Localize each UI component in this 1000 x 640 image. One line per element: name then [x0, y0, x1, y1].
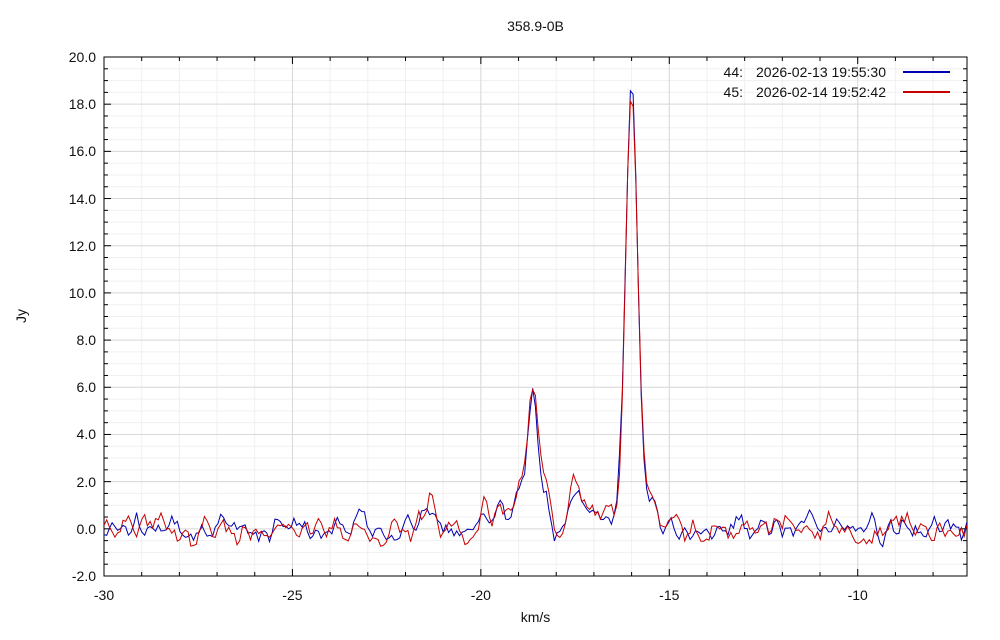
x-tick-label: -25	[282, 587, 303, 603]
legend: 44: 2026-02-13 19:55:30 45: 2026-02-14 19:5…	[724, 62, 950, 101]
x-tick-label: -30	[93, 587, 115, 603]
x-tick-label: -20	[470, 587, 491, 603]
y-tick-label: 12.0	[68, 237, 96, 254]
y-tick-label: -2.0	[71, 568, 96, 584]
legend-line-swatch	[903, 70, 950, 73]
legend-series-index: 45:	[723, 83, 743, 100]
legend-row: 45: 2026-02-14 19:52:42	[724, 82, 950, 101]
y-tick-label: 0.0	[76, 520, 96, 537]
legend-line-swatch	[903, 90, 950, 93]
y-tick-label: 6.0	[76, 379, 96, 396]
y-tick-label: 20.0	[68, 49, 96, 65]
x-tick-label: -15	[659, 587, 680, 603]
y-tick-label: 4.0	[76, 426, 96, 443]
y-tick-label: 10.0	[68, 284, 96, 301]
y-tick-label: 2.0	[76, 473, 96, 490]
legend-series-index: 44:	[723, 63, 743, 80]
legend-series-datetime: 2026-02-13 19:55:30	[756, 63, 886, 80]
chart-title: 358.9-0B	[507, 18, 564, 34]
y-tick-label: 16.0	[68, 143, 96, 160]
legend-row: 44: 2026-02-13 19:55:30	[724, 62, 950, 81]
y-tick-label: 14.0	[68, 190, 96, 207]
y-tick-label: 18.0	[68, 96, 96, 113]
legend-series-datetime: 2026-02-14 19:52:42	[756, 83, 886, 100]
x-tick-label: -10	[847, 587, 868, 603]
y-tick-label: 8.0	[76, 332, 96, 349]
x-axis-label: km/s	[520, 609, 551, 625]
